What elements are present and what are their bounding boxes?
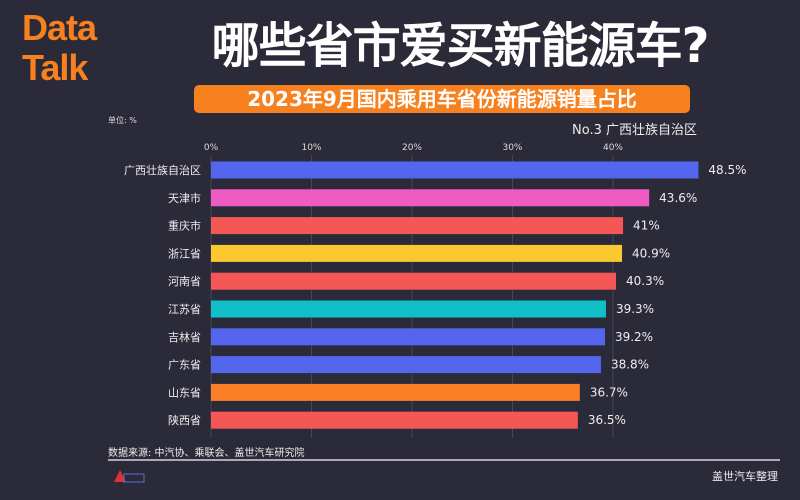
logo-line-2: Talk	[22, 47, 88, 88]
bar	[211, 272, 617, 290]
category-label: 河南省	[168, 275, 201, 288]
value-label: 40.3%	[626, 274, 664, 288]
bar	[211, 411, 578, 429]
category-label: 江苏省	[168, 303, 201, 316]
value-label: 39.2%	[615, 330, 653, 344]
logo-line-1: Data	[22, 7, 97, 48]
category-label: 陕西省	[168, 413, 201, 427]
category-label: 浙江省	[168, 247, 201, 260]
category-label: 广西壮族自治区	[124, 163, 201, 177]
bar	[211, 217, 624, 235]
category-label: 广东省	[168, 359, 201, 372]
value-label: 43.6%	[659, 191, 697, 205]
rank-label: No.3 广西壮族自治区	[572, 123, 697, 138]
value-label: 48.5%	[708, 163, 746, 177]
brand-logo	[110, 466, 146, 486]
x-tick-label: 30%	[502, 143, 522, 153]
data-talk-logo: Data Talk	[22, 7, 97, 88]
bar	[211, 383, 580, 401]
bar	[211, 328, 605, 346]
page-title: 哪些省市爱买新能源车?	[211, 18, 710, 74]
value-label: 38.8%	[611, 358, 649, 372]
divider	[108, 459, 780, 461]
value-label: 36.5%	[588, 413, 626, 427]
value-label: 36.7%	[590, 385, 628, 399]
value-label: 39.3%	[616, 302, 654, 316]
value-label: 40.9%	[632, 246, 670, 260]
bar	[211, 244, 623, 262]
value-label: 41%	[633, 219, 660, 233]
category-label: 吉林省	[168, 330, 201, 344]
x-tick-label: 40%	[603, 143, 623, 153]
bar	[211, 189, 650, 207]
bar	[211, 161, 699, 179]
x-tick-label: 20%	[402, 143, 422, 153]
category-label: 山东省	[168, 386, 201, 399]
unit-label: 单位: %	[108, 116, 137, 125]
source-note: 数据来源: 中汽协、乘联会、盖世汽车研究院	[108, 448, 305, 459]
bar	[211, 356, 601, 374]
x-tick-label: 0%	[204, 143, 219, 153]
category-label: 天津市	[168, 191, 201, 205]
category-label: 重庆市	[168, 219, 201, 233]
credit-note: 盖世汽车整理	[712, 470, 778, 483]
bar	[211, 300, 606, 318]
chart-subtitle: 2023年9月国内乘用车省份新能源销量占比	[194, 85, 690, 113]
x-tick-label: 10%	[301, 143, 321, 153]
